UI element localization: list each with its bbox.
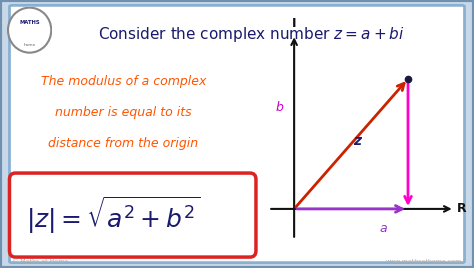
Text: $|z| = \sqrt{a^2 + b^2}$: $|z| = \sqrt{a^2 + b^2}$ [26,194,201,236]
Text: © Maths at Home: © Maths at Home [12,259,68,264]
Text: www.mathsathome.com: www.mathsathome.com [386,259,462,264]
Text: home: home [24,43,36,47]
Text: Consider the complex number $z = a + bi$: Consider the complex number $z = a + bi$ [98,25,404,44]
Text: b: b [276,101,283,114]
FancyBboxPatch shape [9,173,256,257]
Circle shape [8,8,51,53]
Text: The modulus of a complex: The modulus of a complex [41,75,206,88]
Text: number is equal to its: number is equal to its [55,106,191,119]
Text: R: R [457,202,467,215]
Text: a: a [379,222,387,234]
Text: MATHS: MATHS [19,20,40,25]
Text: I: I [292,17,296,29]
Text: distance from the origin: distance from the origin [48,137,198,150]
Text: z: z [353,134,362,148]
